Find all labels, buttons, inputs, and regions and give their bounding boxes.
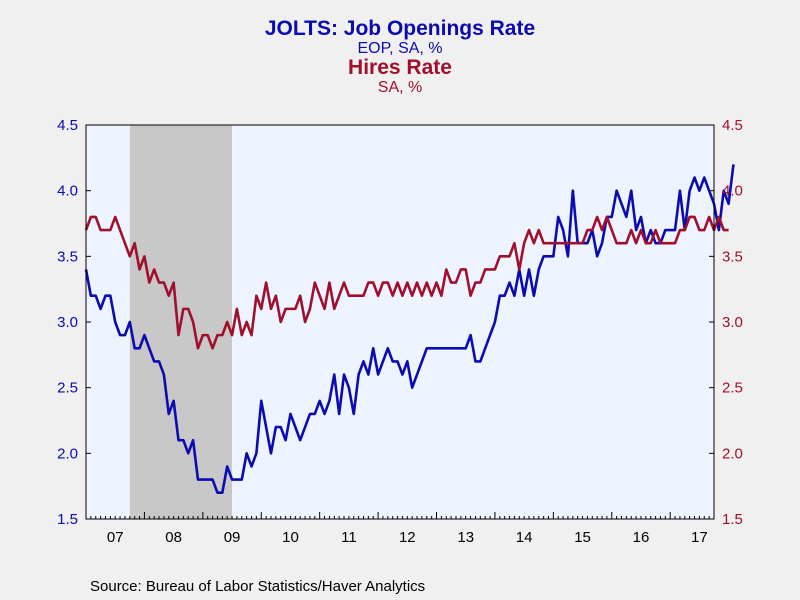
y-tick-label-left: 4.0 [57, 183, 78, 200]
x-tick-label: 13 [457, 529, 474, 546]
y-tick-label-left: 3.5 [57, 248, 78, 265]
y-tick-label-right: 3.0 [722, 314, 743, 331]
series-line-hires [84, 215, 729, 350]
y-tick-label-left: 1.5 [57, 511, 78, 528]
x-tick-label: 08 [165, 529, 182, 546]
chart-title-2: Hires Rate [348, 56, 452, 79]
x-tick-label: 11 [341, 529, 357, 546]
y-tick-label-right: 2.5 [722, 380, 743, 397]
source-note: Source: Bureau of Labor Statistics/Haver… [90, 578, 426, 595]
y-tick-label-right: 2.0 [722, 445, 743, 462]
x-tick-label: 17 [691, 529, 708, 546]
chart-title: JOLTS: Job Openings Rate [264, 17, 536, 40]
y-tick-label-left: 2.5 [57, 380, 78, 397]
x-tick-label: 12 [399, 529, 416, 546]
y-tick-label-left: 3.0 [57, 314, 78, 331]
y-tick-label-right: 4.5 [722, 117, 743, 134]
y-tick-label-right: 3.5 [722, 248, 743, 265]
chart-subtitle: EOP, SA, % [357, 40, 443, 57]
y-tick-label-right: 1.5 [722, 511, 743, 528]
y-tick-label-right: 4.0 [722, 183, 743, 200]
x-tick-label: 14 [516, 529, 533, 546]
x-tick-label: 15 [574, 529, 591, 546]
y-tick-label-left: 4.5 [57, 117, 78, 134]
x-tick-label: 07 [107, 529, 124, 546]
chart-titles: JOLTS: Job Openings Rate EOP, SA, % Hire… [0, 17, 800, 97]
series-line-openings [84, 164, 735, 495]
y-tick-label-left: 2.0 [57, 445, 78, 462]
x-tick-label: 16 [633, 529, 650, 546]
chart-subtitle-2: SA, % [377, 79, 423, 96]
x-tick-label: 10 [282, 529, 299, 546]
x-tick-label: 09 [224, 529, 241, 546]
